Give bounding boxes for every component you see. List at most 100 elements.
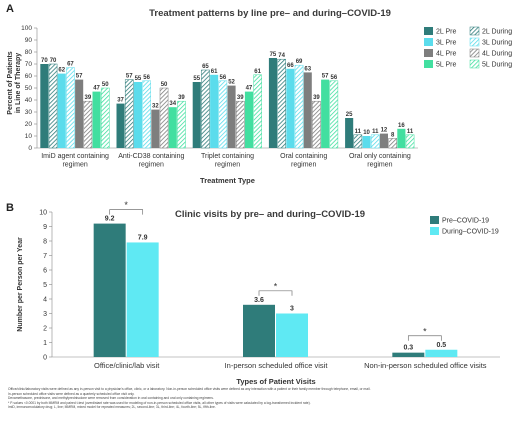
legend-swatch — [469, 26, 480, 36]
significance-bracket — [407, 335, 442, 341]
bar — [57, 73, 66, 148]
data-label: 69 — [296, 59, 303, 65]
footnote-line: Dexamethasone, prednisone, and methylpre… — [8, 396, 214, 401]
legend-label: 5L Pre — [436, 62, 456, 69]
footnotes: Office/clinic/laboratory visits were def… — [8, 387, 513, 410]
bar — [124, 79, 134, 149]
data-label: 11 — [355, 129, 362, 135]
footnote-line: In-person scheduled office visits were d… — [8, 391, 135, 396]
bar — [151, 109, 160, 148]
data-label: 56 — [331, 75, 338, 81]
significance-marker: * — [274, 281, 278, 291]
data-label: 8 — [391, 132, 395, 138]
bar — [286, 68, 295, 148]
data-label: 34 — [169, 101, 176, 107]
x-axis-label: Types of Patient Visits — [236, 377, 315, 386]
data-label: 39 — [237, 95, 244, 101]
y-tick-label: 3 — [43, 311, 47, 318]
significance-marker: * — [124, 200, 128, 210]
y-axis-label: Number per Person per Year — [17, 237, 24, 332]
y-tick-label: 7 — [43, 253, 47, 260]
bar — [312, 100, 321, 149]
legend-label: Pre–COVID-19 — [442, 218, 489, 225]
panel-b-letter: B — [6, 202, 14, 214]
bar — [329, 80, 339, 149]
data-label: 39 — [313, 95, 320, 101]
bar — [294, 64, 304, 149]
data-label: 11 — [407, 129, 414, 135]
legend-label: 2L During — [482, 29, 512, 36]
bar — [93, 223, 126, 357]
data-label: 32 — [152, 104, 159, 110]
footnote-line: ImiD, immunomodulatory drug; L, line; MM… — [8, 405, 216, 410]
y-tick-label: 5 — [43, 282, 47, 289]
data-label: 50 — [102, 82, 109, 88]
data-label: 10 — [363, 130, 370, 136]
data-label: 50 — [161, 82, 168, 88]
y-tick-label: 2 — [43, 326, 47, 333]
bar — [218, 80, 228, 149]
data-label: 66 — [287, 63, 294, 69]
y-tick-label: 6 — [43, 268, 47, 275]
bar — [133, 82, 142, 148]
data-label: 7.9 — [138, 234, 148, 241]
bar — [243, 304, 275, 357]
y-tick-label: 9 — [43, 224, 47, 231]
category-label: Non-in-person scheduled office visits — [364, 361, 487, 370]
category-label: Oral containing — [280, 153, 327, 160]
category-label: regimen — [139, 162, 164, 169]
data-label: 63 — [304, 66, 311, 72]
y-tick-label: 40 — [25, 97, 33, 104]
x-axis-label: Treatment Type — [200, 176, 255, 185]
data-label: 47 — [246, 86, 253, 92]
y-tick-label: 60 — [25, 73, 33, 80]
legend-label: 5L During — [482, 62, 512, 69]
data-label: 70 — [41, 58, 48, 64]
bar — [66, 67, 75, 149]
bar — [397, 128, 406, 148]
bar — [405, 134, 415, 149]
bar — [276, 313, 308, 357]
data-label: 57 — [126, 74, 133, 80]
bar — [48, 63, 58, 149]
bar — [244, 91, 253, 148]
legend-label: 4L Pre — [436, 51, 456, 58]
bar — [353, 134, 363, 149]
bar — [379, 133, 388, 148]
bar — [268, 58, 277, 148]
y-tick-label: 20 — [25, 121, 33, 128]
data-label: 12 — [381, 128, 388, 134]
bar — [83, 100, 93, 149]
bar — [321, 79, 330, 148]
data-label: 9.2 — [105, 216, 115, 223]
data-label: 55 — [193, 76, 200, 82]
y-tick-label: 10 — [39, 210, 47, 217]
y-tick-label: 70 — [25, 61, 33, 68]
category-label: Oral only containing — [349, 153, 411, 160]
legend-swatch — [469, 59, 480, 69]
bar — [177, 100, 186, 149]
legend-swatch — [430, 227, 439, 235]
bar — [370, 134, 380, 149]
data-label: 67 — [67, 62, 74, 68]
category-label: Anti-CD38 containing — [118, 153, 184, 160]
bar — [116, 103, 125, 148]
footnote-line: Office/clinic/laboratory visits were def… — [8, 387, 371, 391]
y-tick-label: 90 — [25, 37, 33, 44]
data-label: 74 — [278, 53, 285, 59]
legend-swatch — [424, 49, 433, 57]
bar — [126, 242, 159, 357]
bar — [303, 72, 312, 148]
data-label: 39 — [85, 95, 92, 101]
bar — [210, 74, 219, 148]
bar — [201, 69, 210, 149]
category-label: ImiD agent containing — [41, 153, 109, 160]
data-label: 57 — [76, 74, 83, 80]
legend-label: 3L During — [482, 40, 512, 47]
data-label: 56 — [220, 75, 227, 81]
bar — [159, 87, 169, 149]
data-label: 0.5 — [436, 342, 446, 349]
data-label: 16 — [398, 123, 405, 129]
panel-a-letter: A — [6, 3, 14, 15]
bar — [75, 79, 84, 148]
